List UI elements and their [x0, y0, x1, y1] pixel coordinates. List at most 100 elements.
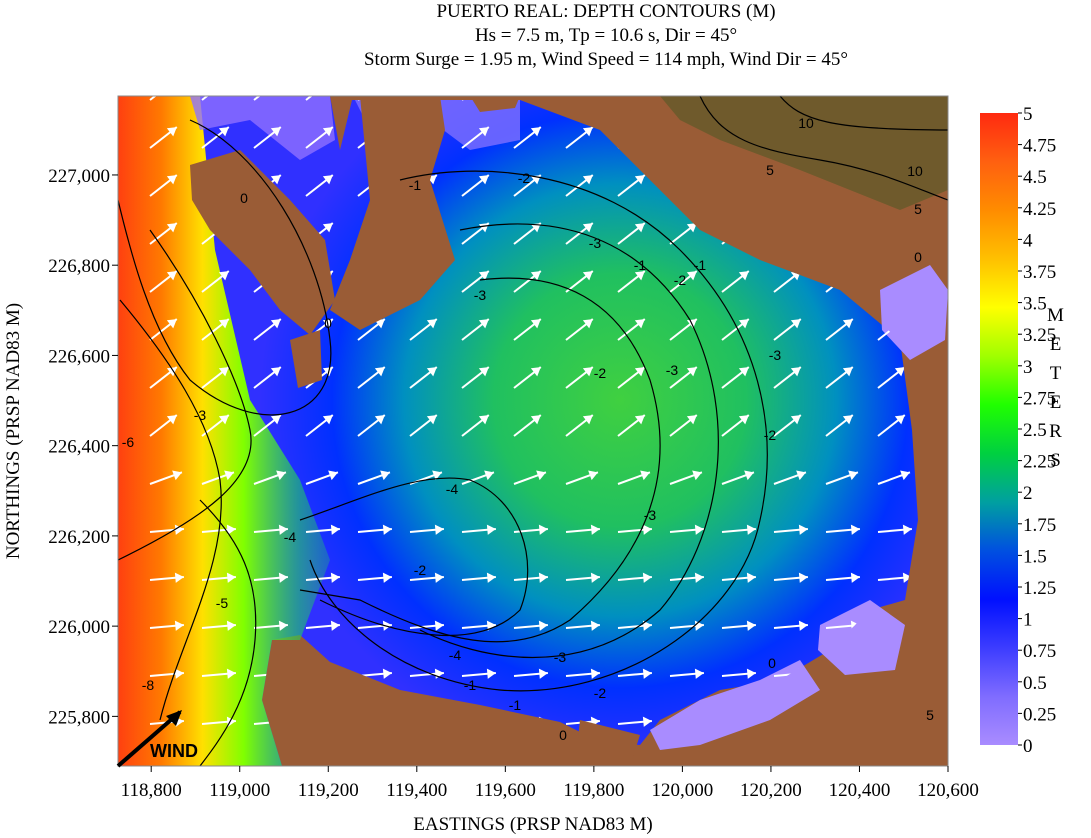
- vector-head: [166, 319, 177, 329]
- vector-head: [486, 668, 496, 679]
- vector-head: [894, 367, 905, 377]
- vector-head: [842, 319, 853, 329]
- vector-head: [276, 470, 286, 481]
- vector-head: [798, 524, 808, 535]
- colorbar-tick-label: 2.5: [1023, 420, 1047, 441]
- x-tick-label: 120,600: [917, 780, 979, 801]
- vector-head: [590, 620, 600, 631]
- vector-head: [791, 79, 801, 88]
- vector-head: [798, 572, 808, 583]
- vector-head: [796, 470, 806, 481]
- vector-head: [478, 175, 489, 185]
- vector-head: [842, 367, 853, 377]
- vector-head: [538, 668, 548, 679]
- vector-head: [746, 668, 756, 679]
- vector: [149, 96, 178, 101]
- vector-head: [322, 127, 333, 137]
- vector-head: [582, 319, 593, 329]
- vector-head: [323, 79, 333, 88]
- chart-title: PUERTO REAL: DEPTH CONTOURS (M): [436, 1, 775, 22]
- vector-head: [582, 367, 593, 377]
- colorbar-tick-label: 4.5: [1023, 167, 1047, 188]
- vector-head: [271, 79, 281, 88]
- vector-head: [590, 668, 600, 679]
- vector-head: [692, 470, 702, 481]
- vector-head: [538, 620, 548, 631]
- y-tick-label: 226,600: [48, 346, 110, 367]
- vector-head: [590, 572, 600, 583]
- vector-head: [278, 572, 288, 583]
- colorbar-tick-label: 1.25: [1023, 578, 1056, 599]
- colorbar-tick-label: 1.5: [1023, 546, 1047, 567]
- vector-head: [536, 470, 546, 481]
- colorbar-tick-label: 5: [1023, 104, 1033, 125]
- vector-head: [955, 573, 964, 583]
- x-tick-label: 119,200: [298, 780, 359, 801]
- contour-label: -3: [644, 507, 657, 523]
- vector-head: [478, 127, 489, 137]
- vector-head: [790, 367, 801, 377]
- vector-head: [530, 271, 541, 281]
- vector-head: [382, 524, 392, 535]
- vector-head: [434, 572, 444, 583]
- contour-label: -2: [414, 562, 427, 578]
- contour-label: -4: [284, 529, 297, 545]
- colorbar-tick-label: 3.25: [1023, 325, 1056, 346]
- contour-label: 5: [914, 201, 922, 217]
- vector-head: [166, 223, 177, 233]
- vector-head: [530, 127, 541, 137]
- vector-head: [744, 470, 754, 481]
- vector-head: [530, 415, 541, 425]
- wind-label: WIND: [150, 741, 198, 761]
- vector-head: [582, 175, 593, 185]
- vector-head: [226, 572, 236, 583]
- vector-head: [686, 367, 697, 377]
- vector-head: [582, 127, 593, 137]
- vector-head: [955, 621, 964, 631]
- vector-head: [686, 223, 697, 233]
- contour-label: -3: [666, 362, 679, 378]
- contour-label: -2: [594, 685, 607, 701]
- vector-head: [790, 415, 801, 425]
- vector-head: [374, 319, 385, 329]
- vector-head: [738, 415, 749, 425]
- colorbar-tick-label: 2.25: [1023, 452, 1056, 473]
- vector-head: [278, 524, 288, 535]
- vector-head: [642, 716, 652, 727]
- contour-label: 0: [768, 655, 776, 671]
- vector-head: [174, 668, 184, 679]
- vector-head: [486, 620, 496, 631]
- vector-head: [694, 668, 704, 679]
- vector-head: [278, 620, 288, 631]
- vector-head: [330, 524, 340, 535]
- colorbar-label: METERS: [1045, 305, 1066, 479]
- vector-head: [530, 319, 541, 329]
- y-tick-label: 225,800: [48, 707, 110, 728]
- vector-head: [226, 668, 236, 679]
- vector-head: [694, 524, 704, 535]
- contour-label: 5: [766, 162, 774, 178]
- contour-label: -1: [694, 257, 707, 273]
- contour-label: 0: [240, 190, 248, 206]
- vector-head: [582, 271, 593, 281]
- vector-head: [432, 470, 442, 481]
- vector-head: [746, 524, 756, 535]
- vector-head: [538, 572, 548, 583]
- colorbar-tick-label: 0: [1023, 736, 1033, 757]
- wind-arrow: [116, 710, 182, 768]
- contour-label: 0: [324, 315, 332, 331]
- y-tick-label: 227,000: [48, 166, 110, 187]
- contour-label: -2: [674, 272, 687, 288]
- colorbar-tick-label: 0.75: [1023, 641, 1056, 662]
- vector-head: [738, 319, 749, 329]
- contour-label: -1: [634, 257, 647, 273]
- vector-head: [166, 415, 177, 425]
- vector-head: [330, 572, 340, 583]
- vector-head: [167, 79, 177, 88]
- contour-label: -1: [409, 177, 422, 193]
- vector-head: [640, 470, 650, 481]
- contour-label: -3: [769, 347, 782, 363]
- vector-head: [226, 620, 236, 631]
- vector-head: [270, 319, 281, 329]
- contour-label: 0: [914, 249, 922, 265]
